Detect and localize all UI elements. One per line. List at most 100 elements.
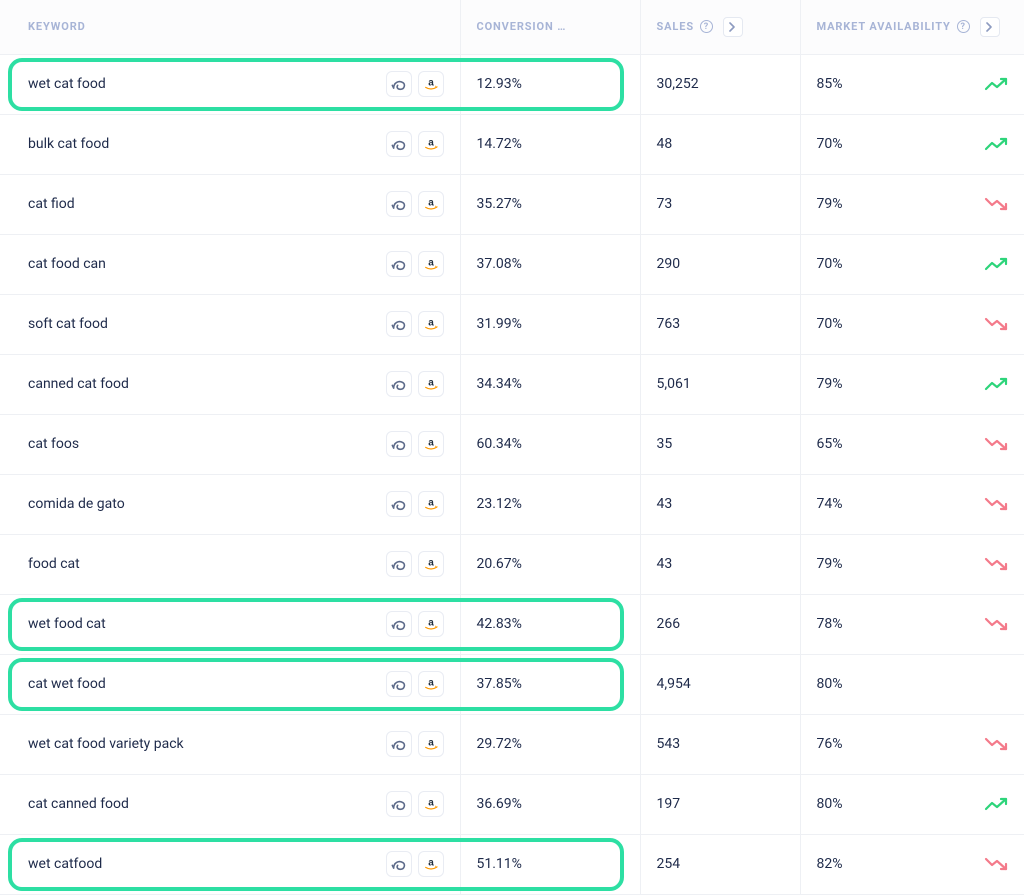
tool-icon-button[interactable]	[386, 311, 412, 337]
table-row[interactable]: cat fioda35.27%7379%	[0, 174, 1024, 234]
cell-conversion: 23.12%	[460, 474, 640, 534]
tool-icon-button[interactable]	[386, 251, 412, 277]
amazon-icon-button[interactable]: a	[418, 791, 444, 817]
cell-sales: 543	[640, 714, 800, 774]
amazon-icon-button[interactable]: a	[418, 371, 444, 397]
expand-market-button[interactable]	[980, 17, 1000, 37]
cell-sales: 43	[640, 534, 800, 594]
tool-icon-button[interactable]	[386, 371, 412, 397]
tool-icon-button[interactable]	[386, 791, 412, 817]
tool-icon-button[interactable]	[386, 191, 412, 217]
cell-market: 80%	[800, 774, 1024, 834]
chevron-right-icon	[729, 22, 736, 32]
amazon-icon-button[interactable]: a	[418, 191, 444, 217]
table-row[interactable]: cat wet fooda37.85%4,95480%	[0, 654, 1024, 714]
cell-conversion: 37.85%	[460, 654, 640, 714]
keyword-label: canned cat food	[28, 376, 129, 392]
tool-icon-button[interactable]	[386, 671, 412, 697]
col-header-market[interactable]: MARKET AVAILABILITY ?	[800, 0, 1024, 54]
amazon-icon-button[interactable]: a	[418, 671, 444, 697]
sales-value: 197	[657, 796, 681, 812]
cell-keyword: food cata	[0, 534, 460, 594]
cell-keyword: cat food cana	[0, 234, 460, 294]
svg-text:a: a	[428, 377, 434, 388]
tool-icon-button[interactable]	[386, 551, 412, 577]
cell-sales: 30,252	[640, 54, 800, 114]
trend-up-icon	[984, 137, 1008, 151]
table-row[interactable]: cat foosa60.34%3565%	[0, 414, 1024, 474]
conversion-value: 51.11%	[477, 856, 522, 872]
col-header-conversion[interactable]: CONVERSION …	[460, 0, 640, 54]
tool-icon-button[interactable]	[386, 851, 412, 877]
amazon-icon-button[interactable]: a	[418, 431, 444, 457]
amazon-icon-button[interactable]: a	[418, 491, 444, 517]
amazon-icon-button[interactable]: a	[418, 71, 444, 97]
table-row[interactable]: wet cat food a 12.93% 30,252 85%	[0, 54, 1024, 114]
tool-icon-button[interactable]	[386, 131, 412, 157]
cell-market: 70%	[800, 114, 1024, 174]
table-row[interactable]: soft cat fooda31.99%76370%	[0, 294, 1024, 354]
amazon-icon-button[interactable]: a	[418, 731, 444, 757]
cell-keyword: comida de gatoa	[0, 474, 460, 534]
keyword-label: wet food cat	[28, 616, 106, 632]
table-row[interactable]: bulk cat fooda14.72%4870%	[0, 114, 1024, 174]
svg-text:a: a	[428, 137, 434, 148]
cell-market: 82%	[800, 834, 1024, 894]
cell-conversion: 36.69%	[460, 774, 640, 834]
col-header-sales[interactable]: SALES ?	[640, 0, 800, 54]
cell-conversion: 12.93%	[460, 54, 640, 114]
amazon-icon-button[interactable]: a	[418, 611, 444, 637]
sales-value: 5,061	[657, 376, 691, 392]
cell-sales: 197	[640, 774, 800, 834]
keyword-label: wet cat food	[28, 76, 106, 92]
keyword-label: bulk cat food	[28, 136, 109, 152]
trend-up-icon	[984, 257, 1008, 271]
cell-market: 85%	[800, 54, 1024, 114]
amazon-icon-button[interactable]: a	[418, 131, 444, 157]
table-row[interactable]: food cata20.67%4379%	[0, 534, 1024, 594]
table-header-row: KEYWORD CONVERSION … SALES ?	[0, 0, 1024, 54]
cell-market: 80%	[800, 654, 1024, 714]
cell-keyword: wet cat food variety packa	[0, 714, 460, 774]
sales-value: 43	[657, 556, 673, 572]
svg-text:a: a	[428, 77, 434, 88]
amazon-icon-button[interactable]: a	[418, 251, 444, 277]
tool-icon-button[interactable]	[386, 71, 412, 97]
help-icon[interactable]: ?	[957, 20, 970, 33]
market-value: 85%	[817, 76, 843, 92]
sales-value: 30,252	[657, 76, 699, 92]
col-header-sales-label: SALES	[657, 20, 694, 33]
table-row[interactable]: wet catfooda51.11%25482%	[0, 834, 1024, 894]
table-row[interactable]: comida de gatoa23.12%4374%	[0, 474, 1024, 534]
tool-icon-button[interactable]	[386, 431, 412, 457]
tool-icon-button[interactable]	[386, 491, 412, 517]
col-header-conversion-label: CONVERSION …	[477, 20, 567, 33]
expand-sales-button[interactable]	[723, 17, 743, 37]
cell-sales: 48	[640, 114, 800, 174]
trend-down-icon	[984, 437, 1008, 451]
svg-text:a: a	[428, 557, 434, 568]
col-header-keyword[interactable]: KEYWORD	[0, 0, 460, 54]
table-row[interactable]: wet cat food variety packa29.72%54376%	[0, 714, 1024, 774]
cell-market: 70%	[800, 294, 1024, 354]
market-value: 65%	[817, 436, 843, 452]
cell-market: 76%	[800, 714, 1024, 774]
cell-conversion: 37.08%	[460, 234, 640, 294]
conversion-value: 34.34%	[477, 376, 522, 392]
table-row[interactable]: wet food cata42.83%26678%	[0, 594, 1024, 654]
amazon-icon-button[interactable]: a	[418, 851, 444, 877]
amazon-icon-button[interactable]: a	[418, 311, 444, 337]
cell-conversion: 34.34%	[460, 354, 640, 414]
cell-sales: 5,061	[640, 354, 800, 414]
table-row[interactable]: cat canned fooda36.69%19780%	[0, 774, 1024, 834]
amazon-icon-button[interactable]: a	[418, 551, 444, 577]
table-row[interactable]: cat food cana37.08%29070%	[0, 234, 1024, 294]
help-icon[interactable]: ?	[700, 20, 713, 33]
keyword-label: cat fiod	[28, 196, 75, 212]
trend-down-icon	[984, 737, 1008, 751]
cell-conversion: 42.83%	[460, 594, 640, 654]
tool-icon-button[interactable]	[386, 611, 412, 637]
table-row[interactable]: canned cat fooda34.34%5,06179%	[0, 354, 1024, 414]
tool-icon-button[interactable]	[386, 731, 412, 757]
keyword-label: wet catfood	[28, 856, 102, 872]
